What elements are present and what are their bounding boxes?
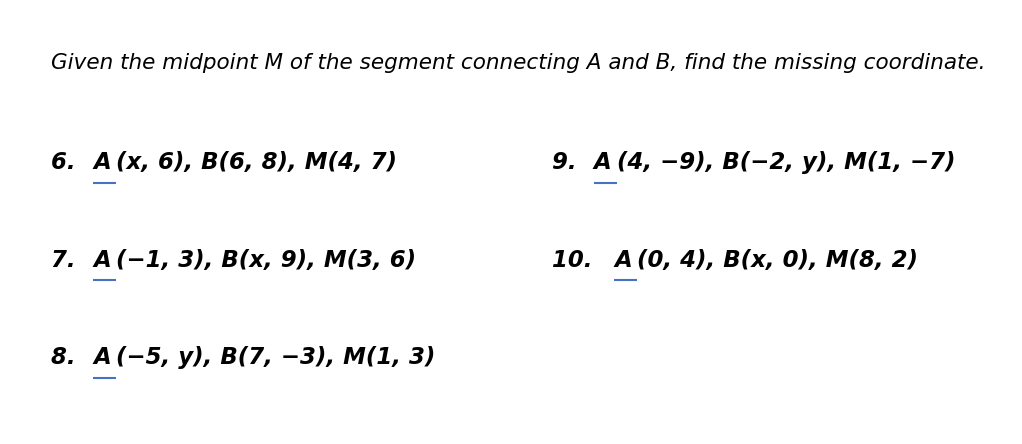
Text: A: A: [93, 151, 111, 174]
Text: A: A: [614, 249, 633, 272]
Text: 6.: 6.: [51, 151, 84, 174]
Text: (−5, y), B(7, −3), M(1, 3): (−5, y), B(7, −3), M(1, 3): [117, 346, 435, 369]
Text: (−1, 3), B(x, 9), M(3, 6): (−1, 3), B(x, 9), M(3, 6): [117, 249, 416, 272]
Text: (x, 6), B(6, 8), M(4, 7): (x, 6), B(6, 8), M(4, 7): [117, 151, 398, 174]
Text: 8.: 8.: [51, 346, 84, 369]
Text: (0, 4), B(x, 0), M(8, 2): (0, 4), B(x, 0), M(8, 2): [638, 249, 919, 272]
Text: A: A: [93, 346, 111, 369]
Text: 7.: 7.: [51, 249, 84, 272]
Text: 9.: 9.: [552, 151, 585, 174]
Text: A: A: [594, 151, 612, 174]
Text: (4, −9), B(−2, y), M(1, −7): (4, −9), B(−2, y), M(1, −7): [617, 151, 956, 174]
Text: Given the midpoint M of the segment connecting A and B, find the missing coordin: Given the midpoint M of the segment conn…: [51, 53, 985, 73]
Text: A: A: [93, 249, 111, 272]
Text: 10.: 10.: [552, 249, 600, 272]
